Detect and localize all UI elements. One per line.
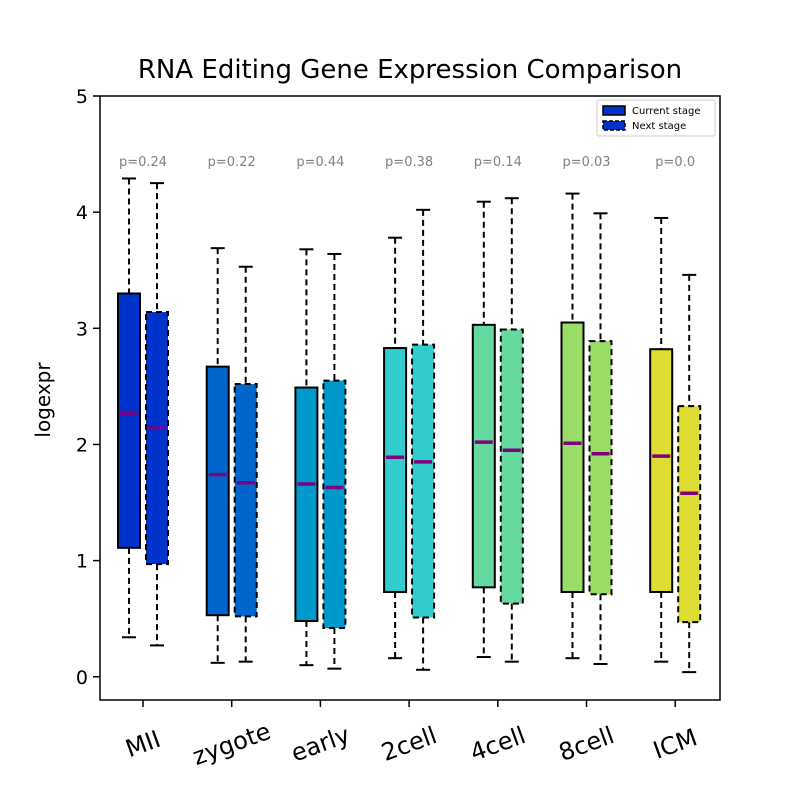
x-tick-label: 4cell — [466, 721, 529, 767]
p-value-label: p=0.22 — [208, 155, 256, 170]
y-tick-label: 2 — [76, 434, 88, 456]
p-value-label: p=0.38 — [385, 155, 433, 170]
box-next-MII — [145, 311, 169, 566]
box-next-8cell — [588, 340, 613, 596]
box-next-2cell — [411, 343, 436, 619]
y-axis-label: logexpr — [31, 362, 55, 438]
x-tick-label: early — [287, 721, 353, 768]
x-tick-label: MII — [122, 725, 164, 763]
p-value-label: p=0.03 — [562, 155, 610, 170]
x-tick-label: zygote — [189, 717, 275, 771]
box-next-early — [322, 379, 347, 629]
legend-frame — [596, 99, 716, 137]
box-current-MII — [117, 292, 141, 549]
y-tick-label: 3 — [76, 318, 88, 340]
box-next-zygote — [233, 383, 258, 618]
p-value-label: p=0.24 — [119, 155, 167, 170]
box-current-4cell — [471, 323, 496, 589]
p-value-label: p=0.0 — [655, 155, 695, 170]
box-current-ICM — [649, 348, 674, 593]
plot-area: 0 1 2 3 4 5 MII zygote early 2cell 4cell 8cell ICM p=… — [76, 86, 721, 771]
y-tick-label: 0 — [76, 667, 88, 689]
x-tick-label: 2cell — [378, 721, 441, 767]
x-tick-label: 8cell — [555, 721, 618, 767]
p-value-label: p=0.44 — [296, 155, 344, 170]
chart-title: RNA Editing Gene Expression Comparison — [138, 55, 682, 85]
legend-label: Current stage — [632, 106, 701, 117]
box-next-4cell — [499, 328, 524, 605]
box-next-ICM — [677, 405, 702, 624]
axes-frame — [99, 95, 721, 701]
legend-swatch — [602, 120, 626, 131]
y-tick-label: 5 — [76, 86, 88, 108]
box-current-2cell — [383, 347, 408, 593]
box-current-zygote — [205, 365, 230, 617]
box-current-early — [294, 386, 319, 623]
y-tick-label: 4 — [76, 202, 88, 224]
legend-label: Next stage — [632, 121, 686, 132]
x-tick-label: ICM — [649, 723, 700, 765]
box-current-8cell — [560, 321, 585, 593]
y-tick-label: 1 — [76, 551, 88, 573]
legend: Current stage Next stage — [596, 99, 716, 137]
legend-swatch — [602, 105, 626, 116]
p-value-label: p=0.14 — [474, 155, 522, 170]
